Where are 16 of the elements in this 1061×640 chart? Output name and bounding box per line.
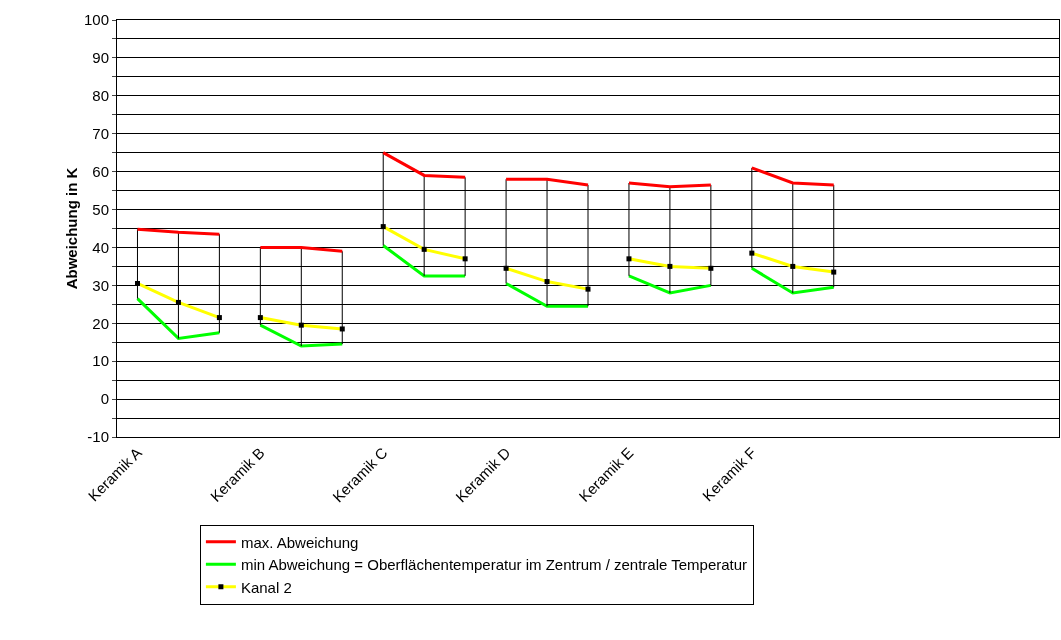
legend-label: max. Abweichung <box>240 533 359 551</box>
y-tick-label: 100 <box>83 11 109 29</box>
y-tick-label: 30 <box>92 276 109 294</box>
legend-label: Kanal 2 <box>240 578 292 596</box>
y-tick-label: 40 <box>92 238 109 256</box>
y-tick-label: 80 <box>92 87 109 105</box>
y-tick-label: 70 <box>92 124 109 142</box>
y-axis-title: Abweichung in K <box>63 167 80 290</box>
y-tick-label: 10 <box>92 352 109 370</box>
y-tick-label: 60 <box>92 162 109 180</box>
y-tick-label: 20 <box>92 314 109 332</box>
y-tick-label: 90 <box>92 49 109 67</box>
y-tick-label: -10 <box>87 428 109 446</box>
y-tick-label: 50 <box>92 200 109 218</box>
y-tick-label: 0 <box>100 390 109 408</box>
legend-label: min Abweichung = Oberflächentemperatur im Zentrum / zentrale Temperatur <box>240 556 748 574</box>
